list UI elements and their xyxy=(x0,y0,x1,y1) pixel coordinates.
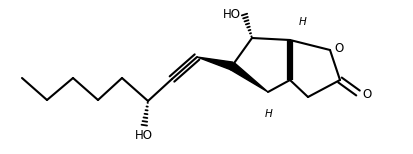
Text: O: O xyxy=(361,87,370,101)
Text: HO: HO xyxy=(223,8,240,20)
Text: HO: HO xyxy=(135,129,153,142)
Polygon shape xyxy=(229,63,267,92)
Text: H: H xyxy=(263,109,271,119)
Text: H: H xyxy=(298,17,306,27)
Polygon shape xyxy=(197,57,233,70)
Text: O: O xyxy=(333,43,342,55)
